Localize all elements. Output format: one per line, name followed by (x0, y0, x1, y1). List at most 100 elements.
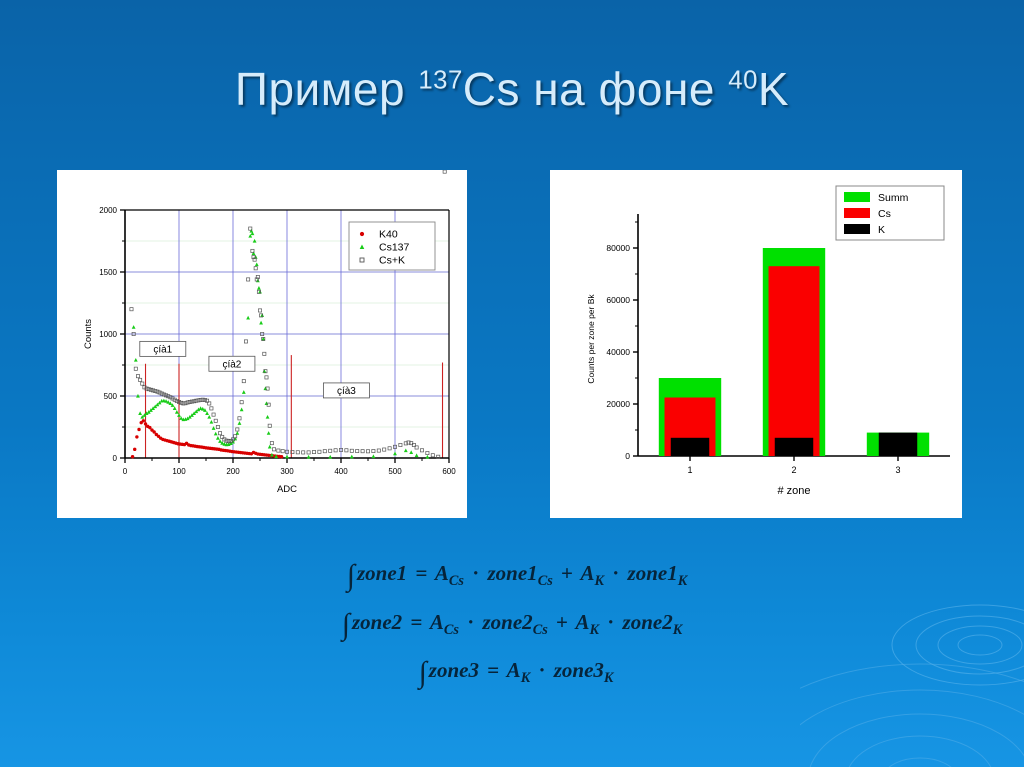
data-point (258, 289, 262, 294)
legend-swatch-summ (844, 192, 870, 202)
spectrum-chart-panel: 0 500 1000 1500 2000 0 100 200 300 400 500 600 ADC Co… (57, 170, 467, 518)
data-point (411, 443, 416, 447)
data-point (258, 308, 262, 313)
data-point (226, 439, 231, 444)
data-point (149, 408, 153, 412)
data-point (239, 400, 244, 405)
data-point (224, 438, 229, 443)
formula1-dot-2: · (612, 561, 620, 585)
data-point (207, 414, 212, 419)
data-point (403, 441, 408, 446)
data-point (136, 393, 140, 398)
data-point (366, 449, 370, 454)
data-point (146, 410, 151, 414)
data-point (166, 394, 171, 399)
y-axis-ticks: 0 500 1000 1500 2000 (99, 206, 125, 463)
formula2-coef-k-sub: K (589, 621, 599, 638)
data-point (376, 448, 381, 453)
x-tick-label: 500 (388, 467, 402, 476)
data-point (235, 427, 240, 432)
formula1-coef-cs-sub: Cs (448, 572, 464, 589)
formula2-dot-2: · (607, 609, 615, 634)
y-tick-label: 1000 (99, 330, 117, 339)
data-point (140, 381, 145, 386)
formula1-lhs: zone1 (357, 561, 408, 585)
data-point (192, 411, 197, 415)
data-point (190, 399, 194, 404)
data-point (246, 277, 251, 282)
formula2-lhs: zone2 (352, 609, 403, 634)
formula1-dot-1: · (472, 561, 480, 585)
zone-integrals-chart-panel: 0 20000 40000 60000 80000 1 2 3 # zone Counts per… (550, 170, 962, 518)
y-axis-ticks: 0 20000 40000 60000 80000 (606, 221, 638, 461)
data-point (436, 454, 441, 459)
legend-label: K (878, 224, 885, 236)
data-point (222, 442, 227, 446)
data-point (264, 401, 269, 406)
data-point (387, 446, 392, 451)
formula1-var-cs: zone1 (487, 561, 538, 585)
bar-k (670, 437, 710, 456)
x-axis-ticks: 0 100 200 300 400 500 600 (123, 458, 456, 476)
data-point (231, 437, 235, 442)
data-point (220, 434, 225, 439)
data-point (196, 398, 201, 403)
data-point (349, 454, 354, 459)
data-point (339, 447, 343, 452)
bar-legend: Summ Cs K (835, 185, 945, 241)
legend-marker-cs137 (359, 244, 365, 249)
data-point (196, 407, 201, 412)
formula2-coef-cs: A (429, 609, 444, 634)
series-k40 (130, 419, 284, 459)
y-axis-label: Counts per zone per Bk (586, 294, 596, 384)
formula1-var-k-sub: K (677, 572, 688, 589)
spectrum-chart: 0 500 1000 1500 2000 0 100 200 300 400 500 600 ADC Co… (83, 170, 456, 495)
legend-label: Summ (878, 192, 909, 204)
data-point (254, 277, 259, 282)
formula3-coef-k: A (506, 658, 521, 683)
x-axis-label: ADC (277, 484, 297, 495)
formula2-equals: = (410, 609, 423, 634)
data-point (235, 431, 240, 435)
data-point (133, 447, 137, 452)
legend-label: Cs+K (379, 255, 405, 267)
data-point (425, 451, 430, 455)
data-point (198, 398, 203, 402)
data-point (222, 437, 227, 442)
formula-zone3: ∫zone3 = AK · zone3K (0, 649, 1024, 698)
data-point (266, 402, 271, 407)
formula2-plus: + (556, 609, 568, 634)
data-point (267, 423, 272, 428)
data-point (205, 398, 210, 403)
data-point (285, 454, 289, 459)
zone-annotation-label: çíà2 (222, 360, 241, 371)
formula3-lhs: zone3 (428, 658, 479, 683)
data-point (371, 449, 376, 454)
zone-annotation-box (322, 382, 370, 399)
data-point (261, 337, 266, 341)
data-point (250, 248, 255, 253)
data-point (144, 411, 149, 415)
title-part-3: K (757, 63, 790, 115)
data-point (251, 251, 256, 255)
data-point (153, 389, 158, 393)
data-point (144, 386, 149, 391)
data-point (322, 449, 327, 454)
data-point (276, 448, 281, 453)
data-point (328, 448, 333, 453)
data-point (177, 413, 181, 417)
data-point (142, 385, 147, 390)
data-point (148, 425, 152, 430)
data-point (157, 390, 162, 395)
data-point (257, 286, 261, 290)
x-tick-label: 600 (442, 467, 456, 476)
zone-annotation-label: çíà3 (337, 386, 356, 397)
data-point (274, 454, 279, 459)
data-point (442, 170, 447, 174)
formula1-coef-cs: A (434, 561, 449, 585)
data-point (161, 398, 166, 403)
data-point (168, 395, 173, 400)
data-point (172, 406, 177, 410)
data-point (355, 449, 360, 454)
